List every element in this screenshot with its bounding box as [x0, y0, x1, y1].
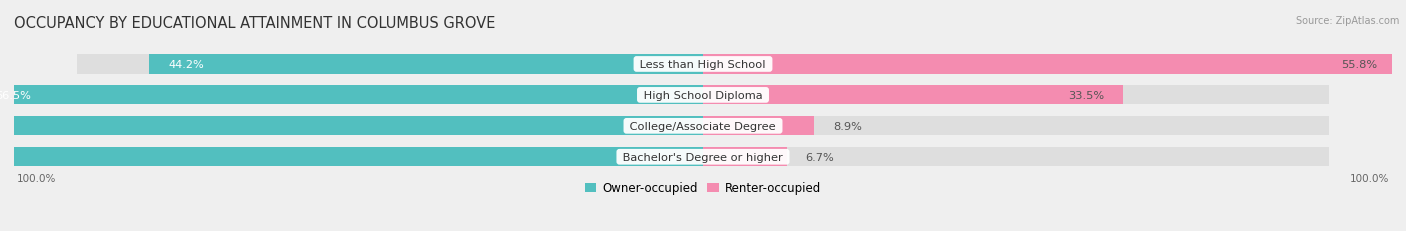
Bar: [0, 148, 703, 167]
Bar: [703, 55, 1402, 74]
Text: Source: ZipAtlas.com: Source: ZipAtlas.com: [1295, 16, 1399, 26]
Bar: [149, 55, 703, 74]
Text: OCCUPANCY BY EDUCATIONAL ATTAINMENT IN COLUMBUS GROVE: OCCUPANCY BY EDUCATIONAL ATTAINMENT IN C…: [14, 16, 495, 31]
Legend: Owner-occupied, Renter-occupied: Owner-occupied, Renter-occupied: [579, 177, 827, 199]
Text: High School Diploma: High School Diploma: [640, 91, 766, 100]
Text: 6.7%: 6.7%: [806, 152, 835, 162]
Bar: [703, 117, 814, 136]
Text: 100.0%: 100.0%: [1350, 174, 1389, 184]
Bar: [77, 86, 1329, 105]
Text: 8.9%: 8.9%: [834, 121, 862, 131]
Bar: [77, 117, 1329, 136]
Bar: [77, 55, 1329, 74]
Text: 44.2%: 44.2%: [169, 60, 204, 70]
Bar: [77, 148, 1329, 167]
Text: 66.5%: 66.5%: [0, 91, 31, 100]
Bar: [0, 117, 703, 136]
Bar: [703, 148, 787, 167]
Text: 33.5%: 33.5%: [1067, 91, 1104, 100]
Text: 55.8%: 55.8%: [1341, 60, 1376, 70]
Bar: [0, 86, 703, 105]
Bar: [703, 86, 1122, 105]
Text: 100.0%: 100.0%: [17, 174, 56, 184]
Text: Less than High School: Less than High School: [637, 60, 769, 70]
Text: Bachelor's Degree or higher: Bachelor's Degree or higher: [619, 152, 787, 162]
Text: College/Associate Degree: College/Associate Degree: [627, 121, 779, 131]
